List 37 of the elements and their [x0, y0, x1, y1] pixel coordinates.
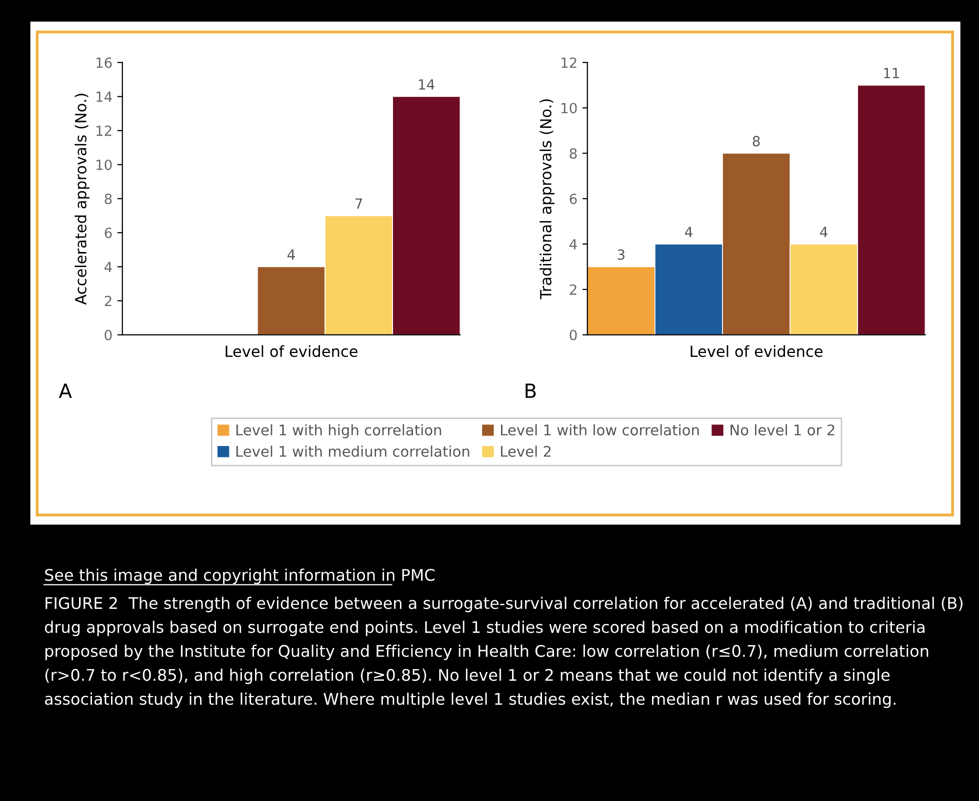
y-tick-label: 2	[104, 296, 112, 306]
legend-label: Level 1 with high correlation	[236, 424, 442, 438]
y-tick-label: 6	[104, 228, 112, 238]
data-label: 11	[884, 68, 899, 78]
caption: FIGURE 2 The strength of evidence between a surrogate-survival correlation for accelerated (A) and traditional (B) drug approvals based on surrogate end points. Level 1 studies were scored based on a modification to criteria proposed by the Institute for Quality and Efficiency in Health Care: low correlation (r≤0.7), medium correlation (r>0.7 to r<0.85), and high correlation (r≥0.85). No level 1 or 2 means that we could not identify a single association study in the literature. Where multiple level 1 studies exist, the median r was used for scoring.	[44, 596, 962, 708]
y-tick-label: 6	[570, 194, 577, 204]
y-tick-label: 4	[570, 239, 577, 250]
x-axis-title: Level of evidence	[690, 345, 822, 358]
text: B	[526, 384, 536, 398]
y-tick-label: 10	[96, 160, 112, 170]
y-tick-label: 12	[96, 126, 112, 136]
legend-label: Level 1 with low correlation	[501, 424, 699, 436]
text: A	[58, 384, 72, 398]
data-label: 4	[684, 226, 692, 237]
legend-label: No level 1 or 2	[730, 424, 834, 436]
y-tick-label: 12	[562, 57, 576, 68]
data-label: 8	[752, 136, 760, 146]
y-tick-label: 4	[104, 262, 112, 272]
y-axis-title: Traditional approvals (No.)	[540, 99, 554, 300]
y-tick-label: 8	[104, 194, 112, 204]
legend-label: Level 1 with medium correlation	[236, 446, 470, 457]
y-tick-label: 14	[96, 92, 112, 102]
y-tick-label: 0	[104, 330, 112, 340]
y-tick-label: 10	[562, 102, 577, 114]
data-label: 14	[419, 79, 434, 90]
x-axis-title: Level of evidence	[226, 345, 358, 358]
y-tick-label: 2	[570, 284, 576, 295]
data-label: 3	[618, 249, 624, 260]
data-label: 7	[356, 198, 362, 209]
data-label: 4	[820, 226, 828, 237]
legend-label: Level 2	[501, 446, 551, 457]
data-label: 4	[288, 250, 295, 260]
text: See this image and copyright information in PMC	[45, 568, 434, 584]
y-axis-title: Accelerated approvals (No.)	[74, 94, 90, 305]
y-tick-label: 16	[96, 57, 112, 68]
y-tick-label: 8	[570, 148, 577, 159]
y-tick-label: 0	[570, 330, 577, 340]
